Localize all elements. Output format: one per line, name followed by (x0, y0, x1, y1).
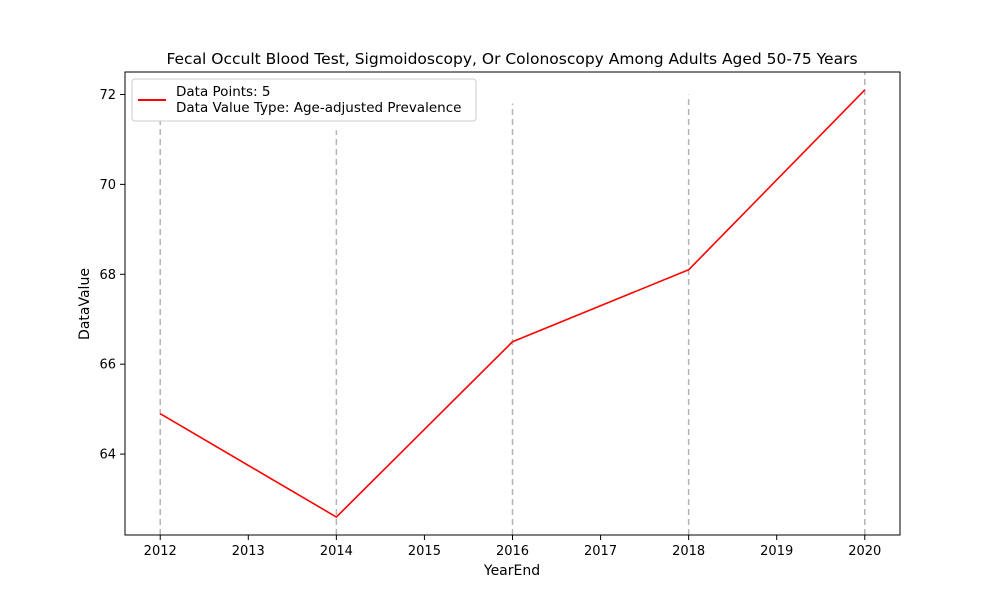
x-tick-label: 2019 (760, 544, 793, 559)
y-tick-label: 72 (99, 88, 116, 103)
legend-line-1: Data Points: 5 (176, 84, 271, 100)
x-tick-label: 2013 (232, 544, 265, 559)
y-tick-label: 64 (99, 448, 116, 463)
y-tick-label: 68 (99, 268, 116, 283)
chart-title: Fecal Occult Blood Test, Sigmoidoscopy, … (166, 50, 857, 68)
x-tick-label: 2014 (320, 544, 353, 559)
y-tick-label: 70 (99, 178, 116, 193)
legend: Data Points: 5 Data Value Type: Age-adju… (132, 79, 476, 121)
y-axis-label: DataValue (77, 268, 93, 340)
x-tick-label: 2017 (584, 544, 617, 559)
x-axis-label: YearEnd (483, 563, 540, 579)
x-tick-label: 2012 (144, 544, 177, 559)
legend-line-2: Data Value Type: Age-adjusted Prevalence (176, 100, 461, 116)
x-tick-label: 2016 (496, 544, 529, 559)
y-tick-label: 66 (99, 358, 116, 373)
x-tick-label: 2018 (672, 544, 705, 559)
x-tick-label: 2015 (408, 544, 441, 559)
x-tick-label: 2020 (848, 544, 881, 559)
